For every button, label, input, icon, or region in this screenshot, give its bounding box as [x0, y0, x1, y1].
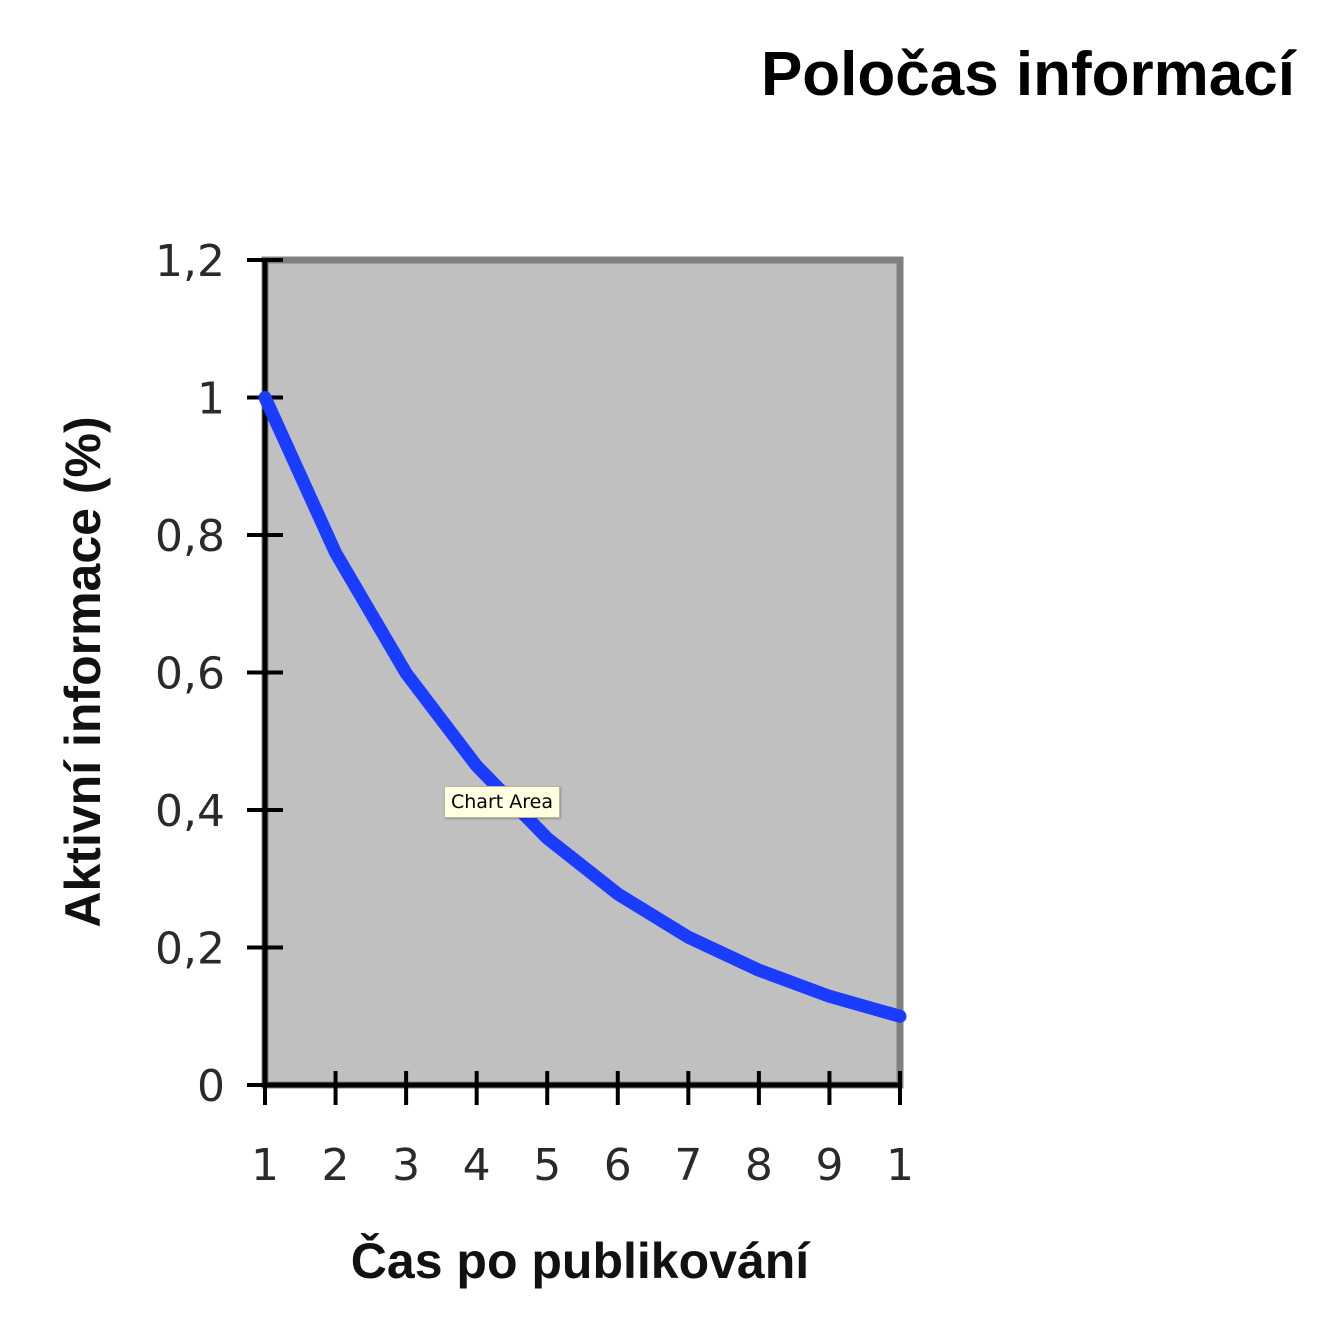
series-group — [258, 391, 907, 1023]
y-axis-title: Aktivní informace (%) — [55, 416, 111, 927]
x-tick-label: 8 — [745, 1140, 773, 1191]
y-tick-label: 1 — [197, 374, 225, 425]
data-point — [685, 934, 692, 941]
y-axis: 0 0,2 0,4 0,6 0,8 1 1,2 — [155, 236, 283, 1112]
data-point — [897, 1013, 903, 1020]
y-tick-label: 0,2 — [155, 924, 225, 975]
y-tick-label: 0,4 — [155, 786, 225, 837]
x-tick-label: 1 — [886, 1140, 914, 1191]
x-tick-label: 2 — [322, 1140, 350, 1191]
x-tick-label: 1 — [251, 1140, 279, 1191]
data-point — [332, 549, 339, 556]
x-axis-title: Čas po publikování — [351, 1232, 812, 1289]
data-point — [826, 993, 833, 1000]
plot-area[interactable] — [261, 256, 904, 1089]
chart-title: Poločas informací — [761, 40, 1297, 109]
x-tick-label: 7 — [674, 1140, 702, 1191]
y-tick-label: 0,8 — [155, 511, 225, 562]
chart-area-tooltip: Chart Area — [444, 786, 560, 818]
data-point — [403, 670, 410, 677]
y-tick-label: 0 — [197, 1061, 225, 1112]
data-point — [614, 890, 621, 897]
series-line — [258, 391, 907, 1023]
x-tick-label: 4 — [463, 1140, 491, 1191]
x-tick-label: 6 — [604, 1140, 632, 1191]
data-point — [473, 763, 480, 769]
x-tick-label: 5 — [533, 1140, 561, 1191]
y-tick-label: 1,2 — [155, 236, 225, 287]
data-point — [755, 967, 762, 974]
y-tick-label: 0,6 — [155, 649, 225, 700]
x-tick-label: 3 — [392, 1140, 420, 1191]
x-tick-label: 9 — [815, 1140, 843, 1191]
data-point — [544, 835, 551, 842]
data-point — [262, 394, 268, 401]
